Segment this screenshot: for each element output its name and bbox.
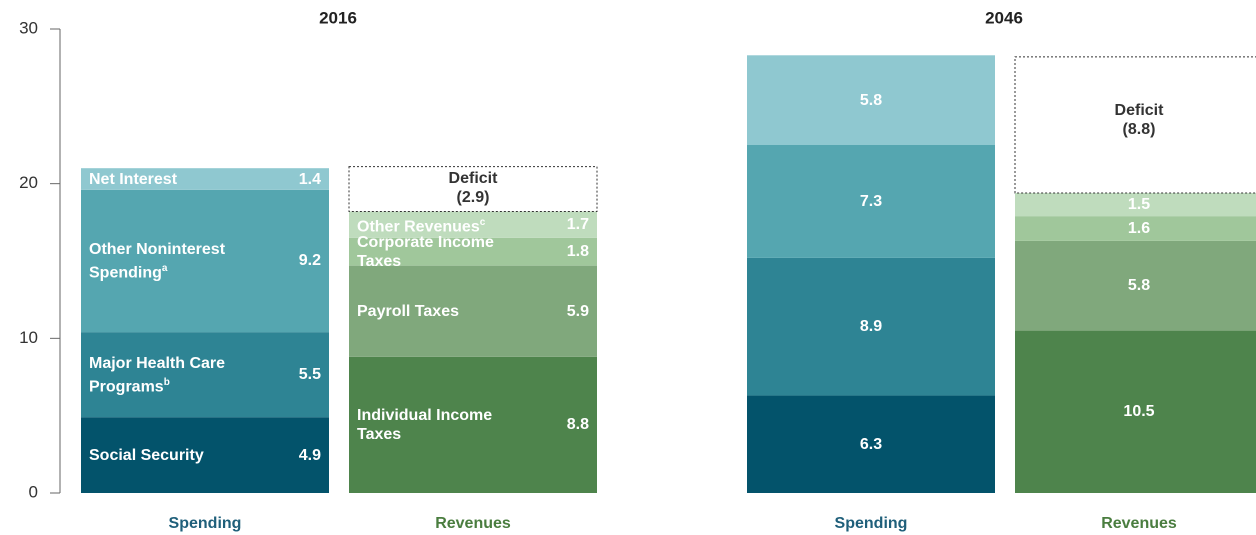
segment-name-wrap: Other Revenuesc <box>357 213 485 236</box>
segment-value: 1.8 <box>566 243 589 261</box>
bar-segment <box>81 168 329 190</box>
segment-label: Individual Income Taxes 8.8 <box>349 357 597 493</box>
footnote-marker: b <box>163 376 170 388</box>
x-tick-label: Revenues <box>1101 515 1177 532</box>
segment-name: Other Revenues <box>357 218 480 236</box>
bar-segment <box>747 145 995 258</box>
segment-value: 4.9 <box>298 446 321 464</box>
segment-name: Deficit <box>1114 101 1164 119</box>
segment-name-wrap: Deficit <box>1115 101 1164 120</box>
segment-name-wrap: Deficit <box>449 169 498 188</box>
x-tick-label: Spending <box>835 515 908 532</box>
segment-value: 1.7 <box>566 216 589 234</box>
segment-value: 5.8 <box>1127 277 1151 295</box>
segment-label: Corporate Income Taxes 1.8 <box>349 234 597 270</box>
segment-label: 7.3 <box>747 145 995 258</box>
y-tick-label: 10 <box>19 328 38 347</box>
bar-segment <box>1015 192 1256 217</box>
segment-value: 1.5 <box>1127 196 1151 214</box>
segment-value: 6.3 <box>859 435 883 453</box>
segment-label: Social Security 4.9 <box>81 417 329 493</box>
segment-label: 5.8 <box>747 55 995 145</box>
deficit-box <box>348 166 598 213</box>
segment-name: Corporate Income Taxes <box>357 233 494 270</box>
bar-segment <box>1015 330 1256 493</box>
segment-label: Net Interest 1.4 <box>81 168 329 190</box>
segment-label: Deficit (8.8) <box>1015 57 1256 193</box>
bar-segment <box>349 265 597 357</box>
segment-value: 5.8 <box>859 91 883 109</box>
y-tick-label: 30 <box>19 18 38 37</box>
bar-segment <box>349 211 597 238</box>
segment-value: 10.5 <box>1123 403 1155 421</box>
x-tick-label: Spending <box>169 515 242 532</box>
bar-segment <box>81 189 329 333</box>
segment-label: Other Noninterest Spendinga 9.2 <box>81 190 329 332</box>
segment-name-wrap: Other Noninterest Spendinga <box>89 240 259 282</box>
segment-label: Deficit (2.9) <box>349 167 597 212</box>
segment-name-wrap: Individual Income Taxes <box>357 406 527 444</box>
segment-label: 8.9 <box>747 258 995 396</box>
segment-value: 8.9 <box>859 318 883 336</box>
segment-name-wrap: Payroll Taxes <box>357 302 459 321</box>
segment-label: 6.3 <box>747 396 995 493</box>
segment-label: 1.6 <box>1015 216 1256 241</box>
segment-value: 1.6 <box>1127 220 1151 237</box>
segment-name: Net Interest <box>89 170 178 188</box>
segment-name: Other Noninterest Spending <box>89 240 226 282</box>
segment-value: 7.3 <box>859 192 883 210</box>
footnote-marker: a <box>161 262 168 274</box>
y-tick-label: 20 <box>19 173 38 192</box>
segment-name: Individual Income Taxes <box>357 406 493 443</box>
bar-segment <box>81 417 329 493</box>
segment-label: 10.5 <box>1015 331 1256 493</box>
segment-label: Other Revenuesc 1.7 <box>349 212 597 238</box>
segment-name: Payroll Taxes <box>357 302 459 320</box>
panel-title: 2016 <box>319 8 357 27</box>
segment-name: Social Security <box>89 446 204 464</box>
footnote-marker: c <box>479 216 486 228</box>
segment-value: 5.5 <box>298 366 321 384</box>
bar-segment <box>1015 216 1256 241</box>
segment-label: Major Health Care Programsb 5.5 <box>81 332 329 417</box>
segment-name-wrap: Major Health Care Programsb <box>89 354 259 396</box>
segment-name-wrap: Corporate Income Taxes <box>357 233 527 271</box>
segment-value: (8.8) <box>1122 120 1156 138</box>
panel-title: 2046 <box>985 8 1023 27</box>
bar-segment <box>349 356 597 493</box>
bar-segment <box>747 395 995 493</box>
segment-name: Major Health Care Programs <box>89 354 226 395</box>
segment-value: (2.9) <box>456 188 490 206</box>
bar-segment <box>747 55 995 145</box>
segment-name-wrap: Net Interest <box>89 170 177 189</box>
segment-value: 5.9 <box>566 302 589 320</box>
x-tick-label: Revenues <box>435 515 511 532</box>
bar-segment <box>1015 240 1256 331</box>
segment-label: 5.8 <box>1015 241 1256 331</box>
segment-name: Deficit <box>448 169 498 187</box>
bar-segment <box>81 332 329 418</box>
bar-segment <box>747 257 995 396</box>
segment-name-wrap: Social Security <box>89 446 204 465</box>
segment-value: 1.4 <box>298 170 321 188</box>
segment-label: 1.5 <box>1015 193 1256 216</box>
deficit-box <box>1014 56 1256 194</box>
segment-label: Payroll Taxes 5.9 <box>349 266 597 357</box>
y-tick-label: 0 <box>29 482 38 501</box>
bar-segment <box>349 237 597 266</box>
segment-value: 9.2 <box>298 252 321 270</box>
segment-value: 8.8 <box>566 416 589 434</box>
